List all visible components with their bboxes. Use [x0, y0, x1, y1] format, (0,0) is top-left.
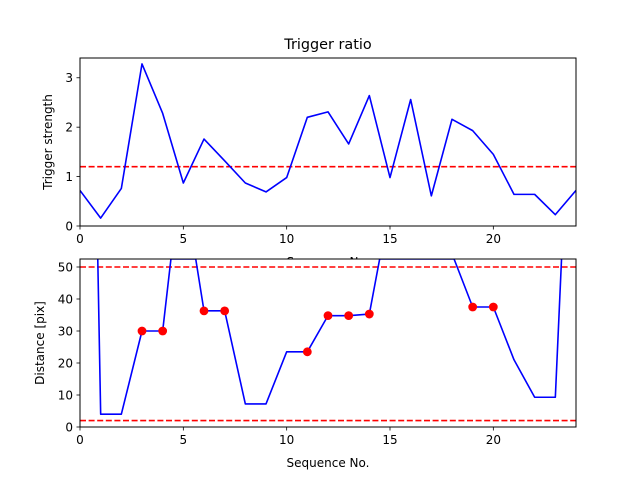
bottom-plot-frame: [79, 258, 577, 428]
bottom-y-tick-label-4: 40: [58, 292, 73, 306]
bottom-marker-point-3: [220, 306, 230, 316]
bottom-x-axis-label: Sequence No.: [287, 456, 370, 470]
top-x-tick-label-4: 20: [486, 232, 501, 246]
bottom-marker-point-0: [137, 326, 147, 336]
bottom-y-tick-label-3: 30: [58, 324, 73, 338]
top-x-tick-label-0: 0: [76, 232, 84, 246]
bottom-marker-point-1: [158, 326, 168, 336]
bottom-y-tick-label-0: 0: [65, 420, 73, 434]
top-y-tick-label-2: 2: [65, 120, 73, 134]
top-chart-title: Trigger ratio: [283, 37, 372, 53]
bottom-marker-point-5: [323, 311, 333, 321]
bottom-y-tick-label-2: 20: [58, 356, 73, 370]
bottom-y-ticks: 0 10 20 30 40 50: [58, 260, 80, 434]
top-series: [80, 63, 576, 219]
top-series-line-0: [80, 63, 576, 219]
top-x-ticks: 0 5 10 15 20: [76, 226, 501, 246]
top-plot-frame: [79, 57, 577, 227]
bottom-marker-point-8: [468, 302, 478, 312]
top-plot-area: [80, 58, 576, 226]
top-y-tick-label-3: 3: [65, 71, 73, 85]
top-y-axis-label: Trigger strength: [41, 94, 55, 191]
bottom-x-tick-label-1: 5: [180, 433, 188, 447]
top-y-tick-label-0: 0: [65, 219, 73, 233]
bottom-x-tick-label-0: 0: [76, 433, 84, 447]
bottom-y-tick-label-1: 10: [58, 388, 73, 402]
top-y-tick-label-1: 1: [65, 170, 73, 184]
bottom-x-tick-label-2: 10: [279, 433, 294, 447]
bottom-marker-point-9: [488, 302, 498, 312]
top-x-tick-label-2: 10: [279, 232, 294, 246]
bottom-series: [96, 259, 563, 416]
bottom-x-ticks: 0 5 10 15 20: [76, 427, 501, 447]
bottom-x-tick-label-4: 20: [486, 433, 501, 447]
bottom-y-axis-label: Distance [pix]: [33, 301, 47, 385]
top-x-tick-label-1: 5: [180, 232, 188, 246]
bottom-marker-point-4: [302, 347, 312, 357]
bottom-x-tick-label-3: 15: [382, 433, 397, 447]
bottom-marker-point-2: [199, 306, 209, 316]
top-y-ticks: 0 1 2 3: [65, 71, 80, 233]
top-x-tick-label-3: 15: [382, 232, 397, 246]
bottom-y-tick-label-5: 50: [58, 260, 73, 274]
bottom-plot-area: [80, 259, 576, 427]
bottom-marker-point-7: [364, 309, 374, 319]
bottom-panel: 0 5 10 15 20 0 10 20 30 40 50 Sequence No. Distan…: [33, 258, 577, 470]
bottom-reference-lines: [80, 266, 576, 422]
bottom-marker-point-6: [344, 311, 354, 321]
